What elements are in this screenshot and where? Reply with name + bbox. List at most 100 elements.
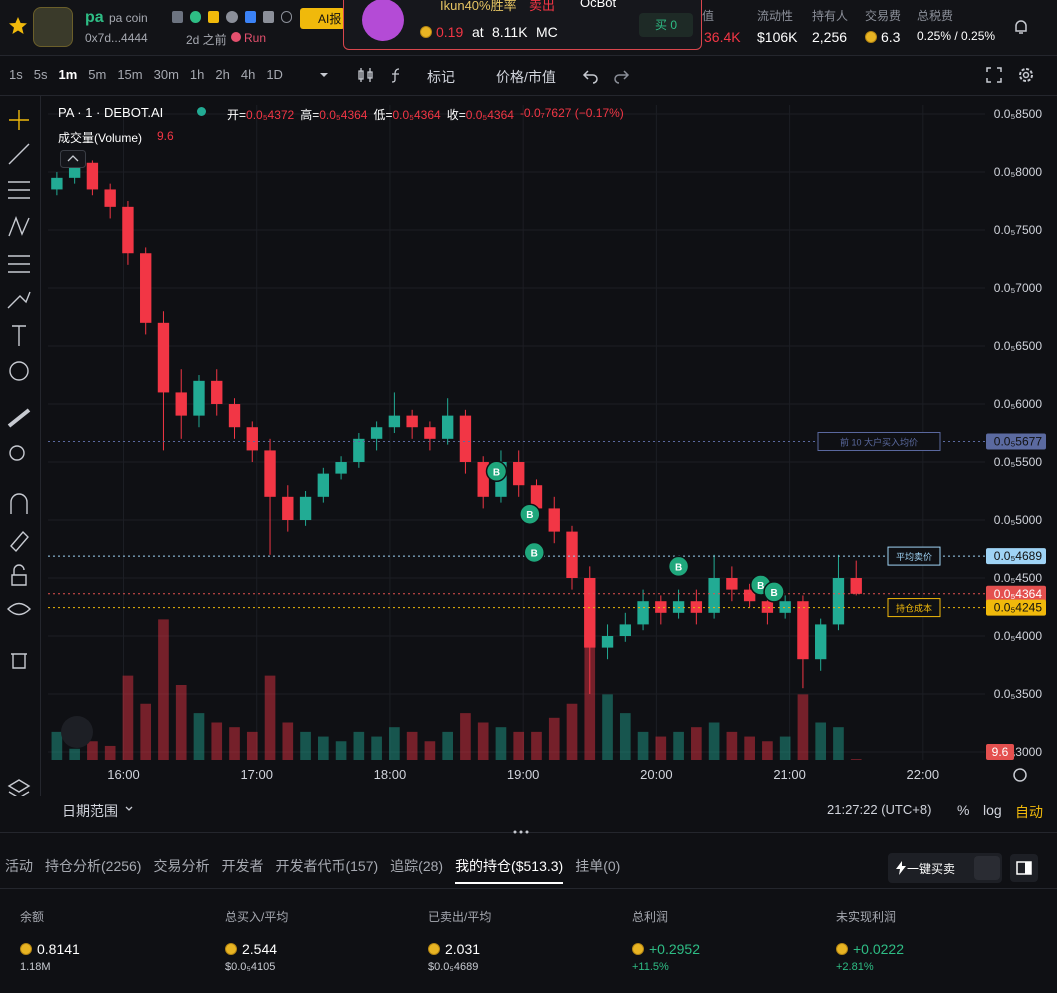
interval-button[interactable]: 5s <box>33 67 48 82</box>
marker-button[interactable]: 标记 <box>427 69 455 85</box>
settings-icon[interactable] <box>1017 66 1035 84</box>
redo-icon[interactable] <box>612 66 630 84</box>
tab[interactable]: 交易分析 <box>153 858 210 874</box>
interval-button[interactable]: 1m <box>58 67 78 82</box>
interval-button[interactable]: 4h <box>240 67 256 82</box>
metric-value: 2,256 <box>812 29 847 45</box>
candle-type-icon[interactable] <box>356 66 376 84</box>
interval-button[interactable]: 30m <box>153 67 179 82</box>
log-toggle[interactable]: log <box>983 802 1002 818</box>
trade-marker[interactable] <box>667 555 690 578</box>
icon[interactable] <box>172 11 184 23</box>
legend-ohlc: 开=0.0₅4372 高=0.0₅4364 低=0.0₅4364 收=0.0₅4364… <box>227 106 624 123</box>
collapse-button[interactable] <box>60 150 86 168</box>
tab[interactable]: 追踪(28) <box>390 858 444 874</box>
trade-marker[interactable] <box>523 541 546 564</box>
undo-icon[interactable] <box>582 66 600 84</box>
lock-draw-tool[interactable] <box>10 530 29 553</box>
interval-button[interactable]: 15m <box>117 67 143 82</box>
icon[interactable] <box>190 11 202 23</box>
candle-body <box>140 253 152 323</box>
buy-button[interactable]: 买 0 <box>639 13 693 37</box>
ohlc-item: 开=0.0₅4372 <box>227 106 294 123</box>
candle-body <box>228 404 241 428</box>
zoom-tool[interactable] <box>9 445 25 461</box>
quick-trade-label[interactable]: 一键买卖 <box>907 862 956 876</box>
stat-value-text: 2.031 <box>445 941 481 957</box>
trade-mc: 8.11K <box>492 24 528 40</box>
favorite-star[interactable] <box>8 16 28 36</box>
percent-toggle[interactable]: % <box>957 802 970 818</box>
text-tool[interactable] <box>12 325 26 346</box>
emoji-tool[interactable] <box>9 361 29 381</box>
ai-badge[interactable]: AI报 <box>300 8 346 29</box>
interval-button[interactable]: 1s <box>9 67 23 82</box>
resize-handle[interactable] <box>512 828 530 836</box>
metric-value: $106K <box>757 29 797 45</box>
icon[interactable] <box>280 11 293 23</box>
delete-tool[interactable] <box>11 653 27 669</box>
magnet-tool[interactable] <box>10 493 28 514</box>
visibility-tool[interactable] <box>7 602 31 616</box>
trader-avatar <box>362 0 404 41</box>
icon[interactable] <box>208 11 220 23</box>
projection-tool[interactable] <box>8 255 30 273</box>
tab[interactable]: 挂单(0) <box>575 858 621 874</box>
bell-icon[interactable] <box>1012 18 1030 36</box>
interval-button[interactable]: 2h <box>215 67 230 82</box>
volume-legend-label: 成交量(Volume) <box>58 131 143 145</box>
fullscreen-icon[interactable] <box>985 66 1003 84</box>
candle-body <box>353 438 365 463</box>
tab[interactable]: 开发者代币(157) <box>275 858 379 874</box>
price-chart: 0.0₅30000.0₅35000.0₅40000.0₅45000.0₅5000… <box>48 105 1046 782</box>
token-address[interactable]: 0x7d...4444 <box>85 31 148 45</box>
tab[interactable]: 活动 <box>5 858 33 874</box>
tab[interactable]: 持仓分析(2256) <box>45 858 142 874</box>
candle-body <box>424 427 436 439</box>
brush-tool[interactable] <box>7 291 31 309</box>
share-button[interactable] <box>974 856 1000 880</box>
crosshair-tool[interactable] <box>9 110 29 130</box>
pattern-tool[interactable] <box>8 216 30 237</box>
interval-button[interactable]: 5m <box>88 67 107 82</box>
interval-button[interactable]: 1h <box>189 67 205 82</box>
dropdown-arrow[interactable] <box>318 70 330 80</box>
icon[interactable] <box>226 11 238 23</box>
trade-marker[interactable] <box>519 503 541 525</box>
auto-toggle[interactable]: 自动 <box>1015 804 1043 820</box>
tab[interactable]: 我的持仓($513.3) <box>455 856 564 884</box>
icon[interactable] <box>262 11 274 23</box>
candle-body <box>584 578 596 648</box>
trade-marker[interactable] <box>485 460 508 483</box>
icon[interactable] <box>244 11 256 23</box>
date-range[interactable]: 日期范围 <box>62 803 118 819</box>
line-tool[interactable] <box>8 143 30 165</box>
ruler-tool[interactable] <box>7 408 31 428</box>
panel-toggle[interactable] <box>1010 854 1038 882</box>
lock-tool[interactable] <box>11 564 27 586</box>
token-symbol: pa <box>85 9 104 26</box>
trade-marker-label: B <box>757 581 764 592</box>
volume-bar <box>442 731 453 760</box>
candle-body <box>406 415 418 428</box>
indicator-icon[interactable] <box>388 66 404 84</box>
ohlc-item: 低=0.0₅4364 <box>373 106 440 123</box>
candle-body <box>566 531 578 579</box>
date-range-arrow[interactable] <box>124 804 134 814</box>
x-tick-label: 18:00 <box>374 767 407 782</box>
coin-icon <box>20 943 32 955</box>
divider <box>0 95 1057 96</box>
time-axis-settings[interactable] <box>1013 768 1027 782</box>
coin-icon <box>428 943 440 955</box>
metric-label: 总税费 <box>917 9 954 23</box>
price-toggle[interactable]: 价格/市值 <box>496 69 556 85</box>
trade-marker[interactable] <box>763 581 785 603</box>
trade-popup[interactable]: Ikun40%胜率 卖出 OcBot 0.19 at 8.11K MC 买 0 <box>343 0 702 50</box>
layers-tool[interactable] <box>7 779 31 796</box>
social-icons <box>172 11 293 25</box>
volume-tag-label: 9.6 <box>992 745 1009 759</box>
tab[interactable]: 开发者 <box>221 858 264 874</box>
y-tick-label: 0.0₅4000 <box>994 629 1043 643</box>
fib-tool[interactable] <box>8 181 30 199</box>
interval-button[interactable]: 1D <box>266 67 283 82</box>
